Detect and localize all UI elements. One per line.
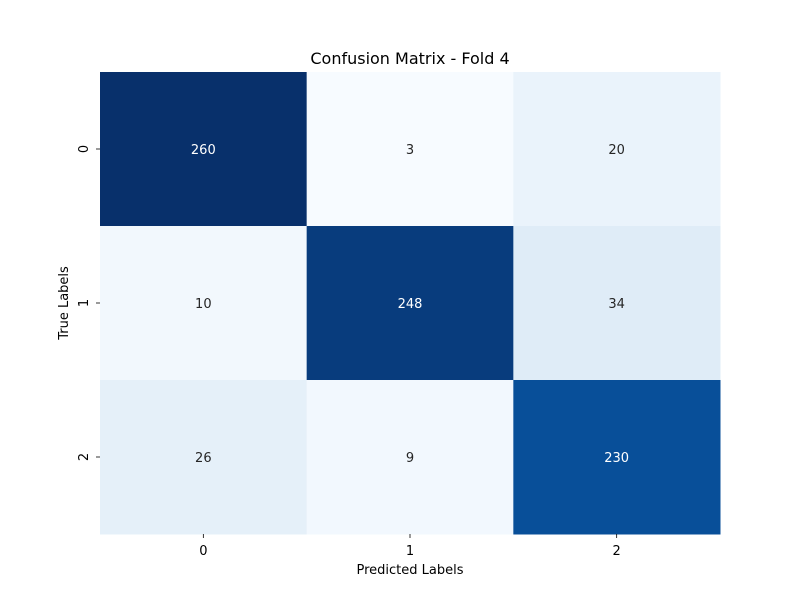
cell-value-label-0-1: 3 xyxy=(406,143,414,158)
x-axis: 0 1 2 xyxy=(199,534,621,559)
heatmap-cell-0-2 xyxy=(513,72,721,227)
heatmap-cell-2-2 xyxy=(513,380,721,535)
y-axis: 0 1 2 xyxy=(77,145,100,461)
heatmap-cell-1-0 xyxy=(100,226,308,381)
heatmap-cell-0-1 xyxy=(306,72,514,227)
x-tick-label-1: 1 xyxy=(406,544,414,559)
heatmap-cell-1-1 xyxy=(306,226,514,381)
y-axis-label: True Labels xyxy=(57,266,72,341)
heatmap-cells: 260 3 20 10 248 34 26 9 230 xyxy=(100,72,721,535)
cell-value-label-2-2: 230 xyxy=(604,451,629,466)
y-tick-label-1: 1 xyxy=(77,299,92,307)
cell-value-label-1-1: 248 xyxy=(398,297,423,312)
cell-value-label-0-2: 20 xyxy=(608,143,625,158)
cell-value-label-0-0: 260 xyxy=(191,143,216,158)
heatmap-cell-1-2 xyxy=(513,226,721,381)
cell-value-label-2-0: 26 xyxy=(195,451,212,466)
heatmap-cell-0-0 xyxy=(100,72,308,227)
x-tick-label-0: 0 xyxy=(199,544,207,559)
x-tick-label-2: 2 xyxy=(613,544,621,559)
cell-value-label-1-0: 10 xyxy=(195,297,212,312)
y-tick-label-0: 0 xyxy=(77,145,92,153)
cell-value-label-1-2: 34 xyxy=(608,297,625,312)
cell-value-label-2-1: 9 xyxy=(406,451,414,466)
chart-title: Confusion Matrix - Fold 4 xyxy=(310,49,509,68)
heatmap-cell-2-1 xyxy=(306,380,514,535)
x-axis-label: Predicted Labels xyxy=(356,563,463,578)
y-tick-label-2: 2 xyxy=(77,453,92,461)
heatmap-cell-2-0 xyxy=(100,380,308,535)
